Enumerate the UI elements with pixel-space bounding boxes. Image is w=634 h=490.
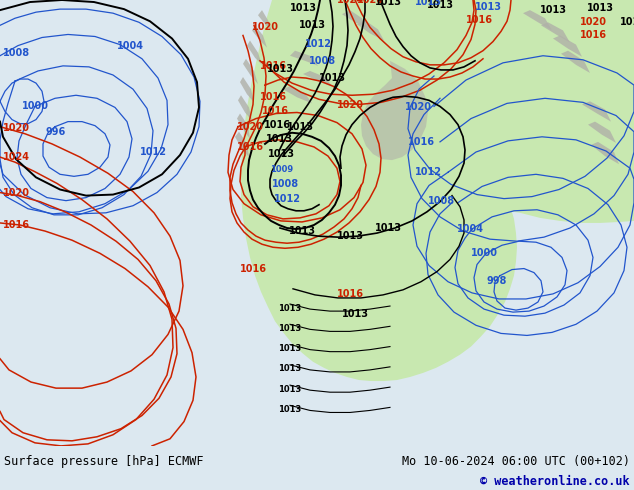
Text: 1013: 1013 — [278, 324, 302, 333]
Polygon shape — [258, 10, 272, 30]
Text: 1020: 1020 — [252, 23, 279, 32]
Text: 1016: 1016 — [337, 289, 363, 299]
Text: 1024: 1024 — [337, 0, 363, 5]
Text: 1016: 1016 — [408, 137, 435, 147]
Text: 1020: 1020 — [237, 122, 264, 132]
Text: Mo 10-06-2024 06:00 UTC (00+102): Mo 10-06-2024 06:00 UTC (00+102) — [402, 455, 630, 468]
Polygon shape — [247, 41, 262, 65]
Text: 1016: 1016 — [260, 61, 287, 71]
Text: 1013: 1013 — [375, 0, 401, 7]
Polygon shape — [523, 10, 552, 30]
Text: 1013: 1013 — [318, 73, 346, 83]
Text: 1008: 1008 — [428, 196, 455, 206]
Text: 1009: 1009 — [270, 165, 293, 174]
Text: 1012: 1012 — [274, 194, 301, 204]
Polygon shape — [241, 0, 634, 381]
Text: 1013: 1013 — [342, 309, 368, 319]
Text: 1016: 1016 — [240, 264, 267, 273]
Text: 1000: 1000 — [470, 248, 498, 258]
Text: 1004: 1004 — [456, 224, 484, 234]
Text: 1024: 1024 — [3, 152, 30, 162]
Text: 1020: 1020 — [3, 122, 30, 133]
Text: 1016: 1016 — [580, 30, 607, 41]
Polygon shape — [237, 114, 250, 139]
Text: © weatheronline.co.uk: © weatheronline.co.uk — [481, 475, 630, 489]
Text: 1013: 1013 — [278, 344, 302, 353]
Text: 1008: 1008 — [3, 48, 30, 58]
Text: 1016: 1016 — [262, 106, 289, 117]
Text: 1020: 1020 — [357, 0, 384, 5]
Polygon shape — [357, 20, 384, 41]
Text: 1004: 1004 — [117, 41, 143, 50]
Text: 1020: 1020 — [3, 188, 30, 197]
Polygon shape — [361, 61, 428, 160]
Polygon shape — [240, 77, 254, 102]
Text: 1013: 1013 — [266, 64, 294, 74]
Text: 1012: 1012 — [304, 39, 332, 49]
Text: 1016: 1016 — [3, 220, 30, 230]
Text: 1013: 1013 — [474, 2, 501, 12]
Text: 1013: 1013 — [278, 365, 302, 373]
Text: 1013: 1013 — [278, 304, 302, 313]
Polygon shape — [303, 71, 333, 87]
Polygon shape — [290, 50, 318, 66]
Text: 1013: 1013 — [290, 3, 316, 13]
Text: 1013: 1013 — [266, 134, 293, 144]
Polygon shape — [591, 142, 619, 164]
Text: 1020: 1020 — [580, 17, 607, 27]
Text: 1016: 1016 — [260, 92, 287, 102]
Text: 1012: 1012 — [140, 147, 167, 157]
Text: 996: 996 — [46, 127, 66, 137]
Polygon shape — [235, 132, 249, 157]
Polygon shape — [283, 86, 312, 103]
Text: 1008: 1008 — [308, 56, 335, 66]
Text: 1013: 1013 — [288, 226, 316, 236]
Text: 1013: 1013 — [278, 385, 302, 393]
Polygon shape — [243, 59, 258, 84]
Polygon shape — [342, 10, 368, 28]
Text: 1016: 1016 — [466, 15, 493, 25]
Text: 1013: 1013 — [268, 149, 295, 159]
Polygon shape — [582, 101, 611, 122]
Polygon shape — [553, 35, 582, 57]
Text: 1013: 1013 — [287, 122, 313, 132]
Polygon shape — [561, 50, 590, 73]
Polygon shape — [541, 22, 570, 43]
Text: 1016: 1016 — [236, 142, 264, 152]
Text: 1013: 1013 — [427, 0, 453, 10]
Polygon shape — [588, 122, 616, 143]
Text: Surface pressure [hPa] ECMWF: Surface pressure [hPa] ECMWF — [4, 455, 204, 468]
Text: 1013: 1013 — [278, 405, 302, 414]
Text: 1013: 1013 — [620, 17, 634, 27]
Text: 1008: 1008 — [272, 179, 299, 190]
Polygon shape — [238, 95, 252, 121]
Text: 1012: 1012 — [415, 167, 442, 177]
Text: 1013: 1013 — [375, 223, 401, 233]
Text: 1016: 1016 — [264, 120, 291, 130]
Text: 1013: 1013 — [299, 21, 325, 30]
Text: 1020: 1020 — [337, 100, 363, 110]
Text: 1013: 1013 — [415, 0, 441, 7]
Text: 1013: 1013 — [586, 3, 614, 13]
Text: 1013: 1013 — [337, 231, 363, 241]
Polygon shape — [252, 25, 267, 48]
Text: 998: 998 — [487, 276, 507, 286]
Text: 1013: 1013 — [540, 5, 567, 15]
Text: 1000: 1000 — [22, 101, 48, 111]
Text: 1020: 1020 — [405, 102, 432, 112]
